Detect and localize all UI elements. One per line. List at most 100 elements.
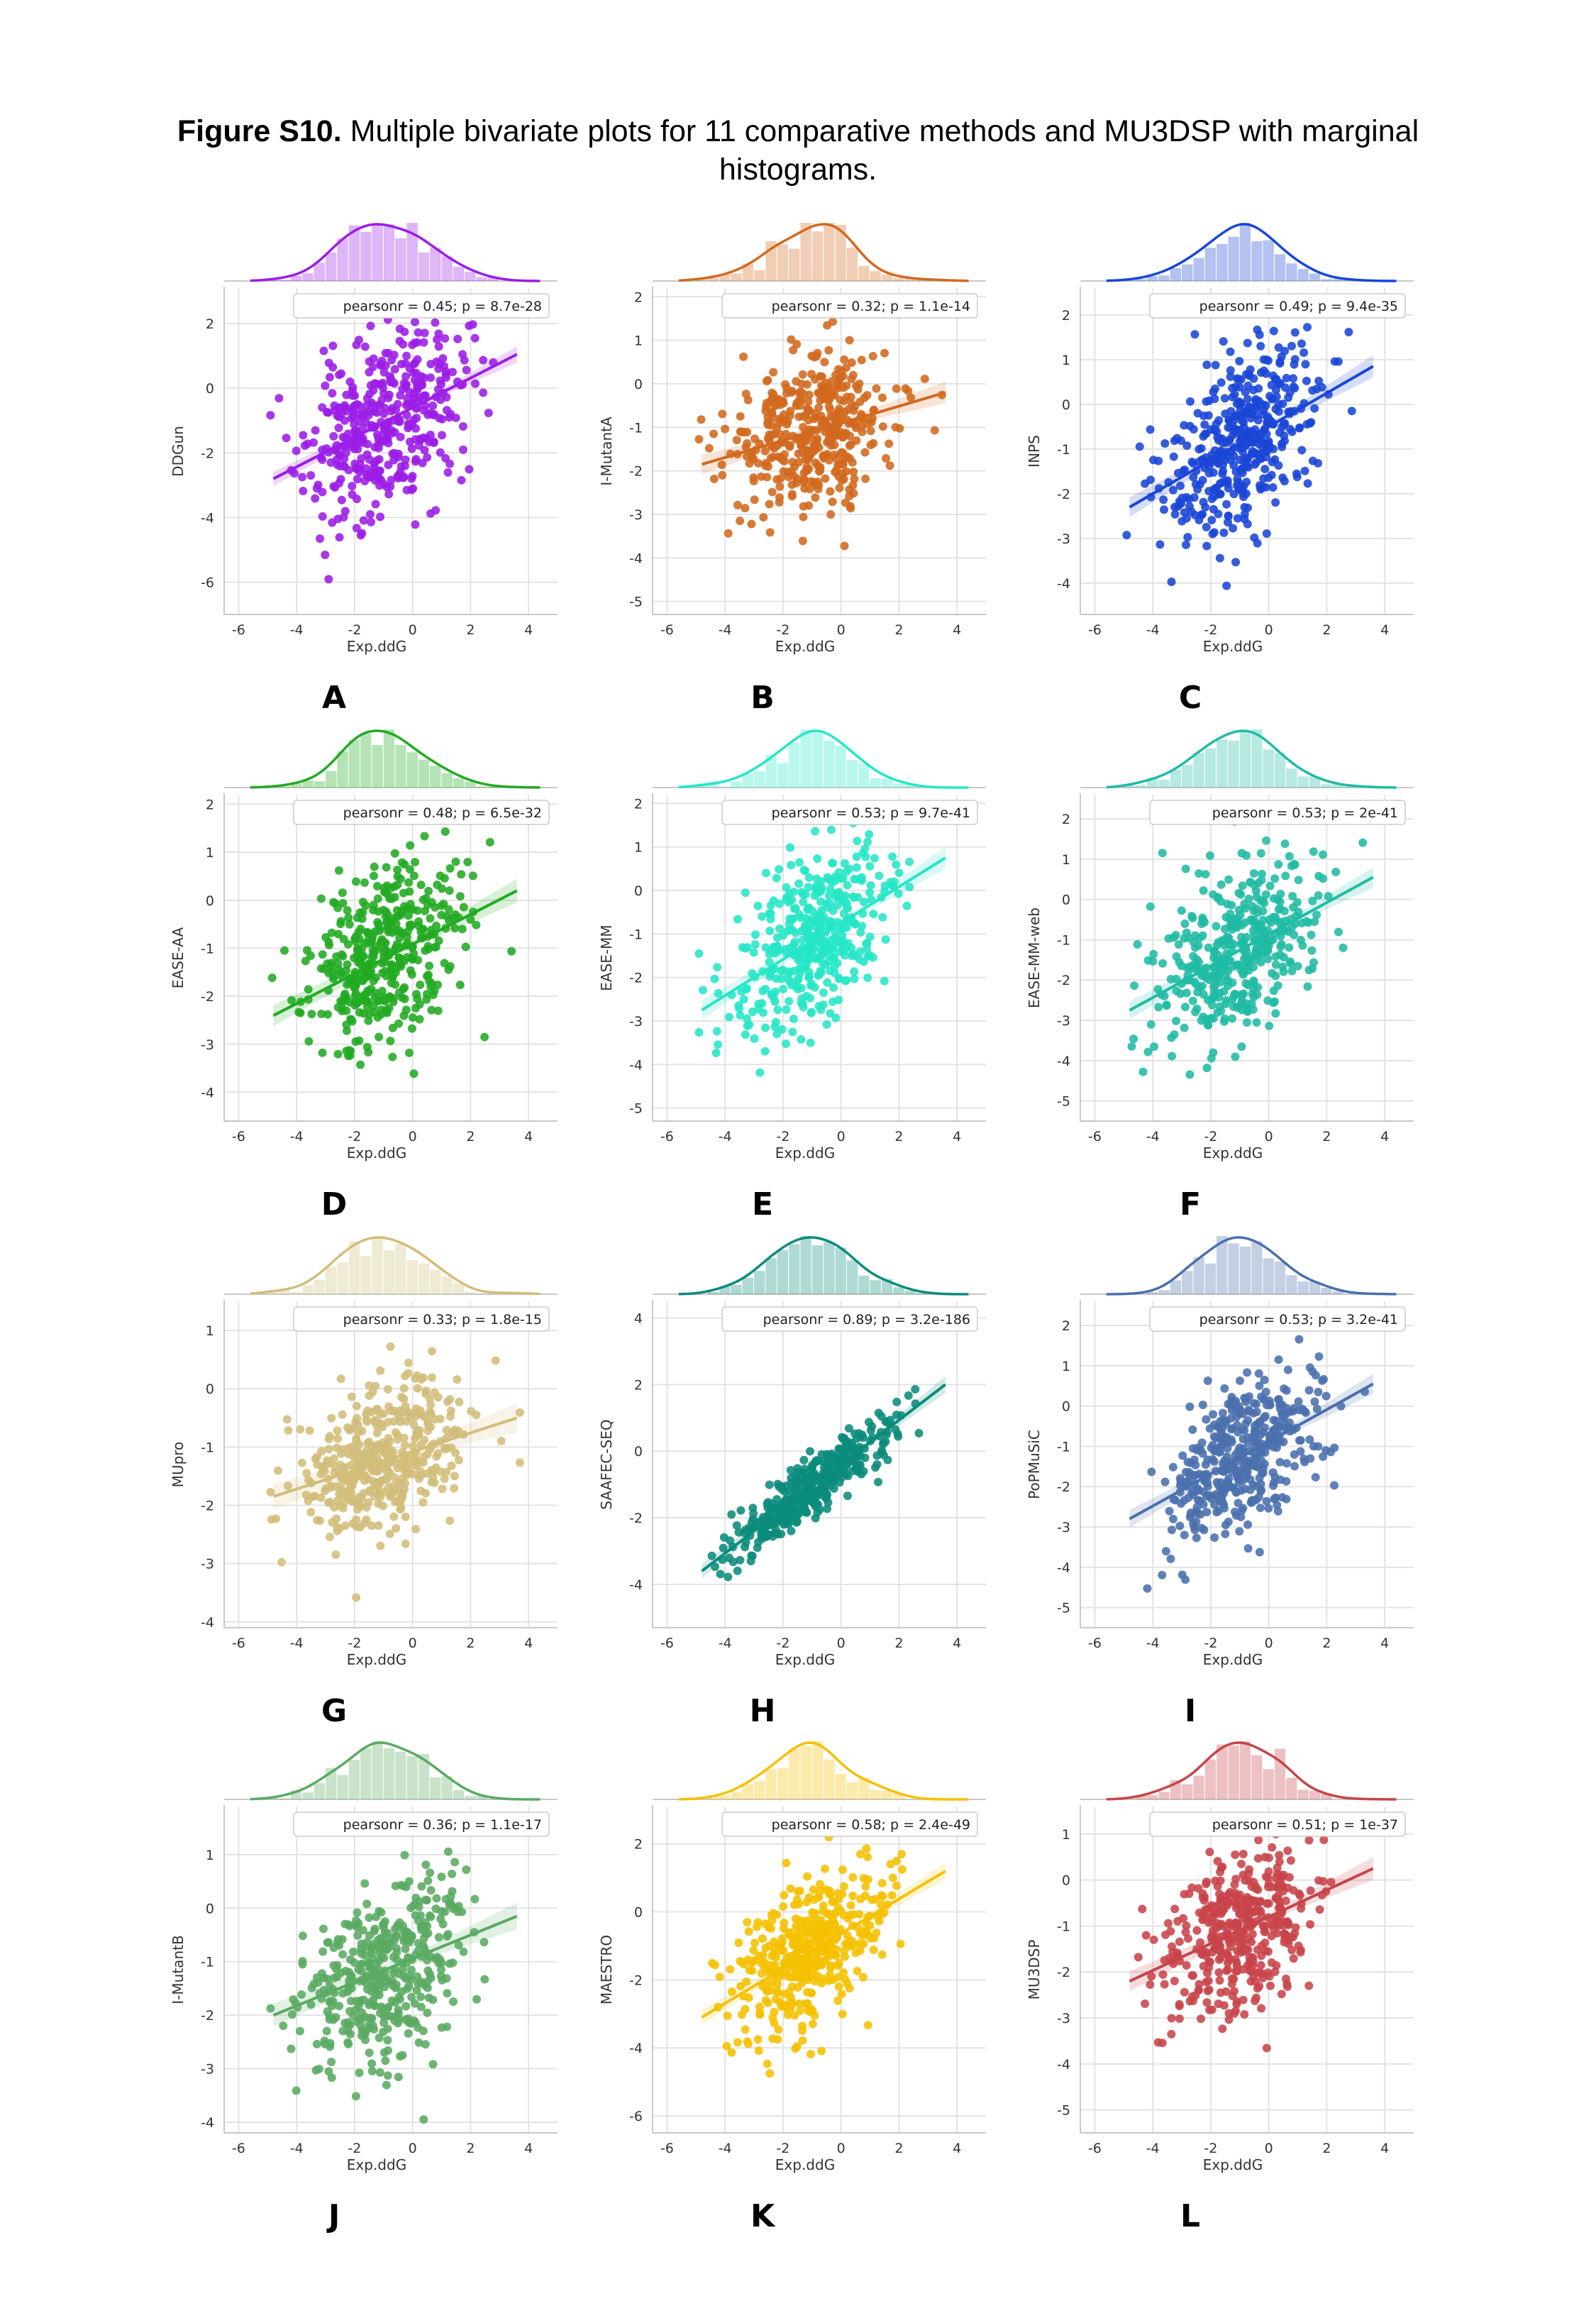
data-point	[775, 865, 784, 874]
data-point	[322, 1460, 331, 1469]
panel-g: -6 -4 -2 0 2 4-4-3-2-101Exp.ddGMUpropearsonr …	[170, 1236, 558, 1729]
data-point	[1281, 871, 1290, 881]
data-point	[1227, 1425, 1236, 1434]
data-point	[769, 390, 778, 399]
histogram-bar	[476, 786, 487, 788]
data-point	[466, 915, 475, 925]
data-point	[437, 1872, 446, 1882]
data-point	[375, 2068, 384, 2077]
data-point	[1317, 382, 1326, 392]
data-point	[797, 396, 806, 405]
data-point	[1253, 539, 1262, 548]
data-point	[790, 937, 799, 947]
data-point	[426, 373, 436, 382]
data-point	[408, 1469, 417, 1479]
data-point	[367, 2059, 377, 2068]
data-point	[765, 909, 774, 918]
data-point	[1172, 951, 1181, 961]
data-point	[416, 981, 425, 990]
data-point	[1252, 1407, 1261, 1416]
data-point	[415, 1000, 424, 1009]
data-point	[1271, 385, 1280, 395]
panel-letter: E	[752, 1186, 773, 1223]
data-point	[340, 1919, 350, 1929]
data-point	[515, 1458, 524, 1467]
data-point	[820, 358, 829, 367]
x-axis-label: Exp.ddG	[775, 638, 835, 655]
histogram-bar	[1286, 768, 1297, 788]
data-point	[392, 1931, 401, 1940]
y-tick-label: -1	[629, 927, 643, 942]
data-point	[309, 438, 318, 447]
data-point	[336, 404, 345, 413]
data-point	[719, 1543, 728, 1552]
data-point	[1248, 901, 1257, 910]
data-point	[407, 444, 416, 453]
data-point	[413, 1456, 422, 1465]
data-point	[1219, 438, 1228, 448]
data-point	[401, 1944, 410, 1953]
density-curve	[678, 223, 969, 282]
data-point	[1212, 922, 1221, 931]
data-point	[401, 372, 411, 381]
data-point	[1195, 445, 1204, 454]
data-point	[842, 899, 851, 908]
data-point	[347, 1392, 356, 1401]
histogram-bar	[1170, 769, 1182, 788]
data-point	[779, 467, 788, 476]
data-point	[829, 983, 838, 992]
data-point	[816, 465, 825, 475]
data-point	[1251, 395, 1260, 404]
data-point	[743, 395, 753, 404]
data-point	[1190, 931, 1199, 940]
data-point	[1283, 1365, 1292, 1374]
data-point	[279, 2021, 288, 2031]
data-point	[399, 1394, 409, 1403]
data-point	[1243, 463, 1253, 472]
data-point	[289, 1995, 298, 2004]
data-point	[763, 473, 772, 482]
x-tick-label: 0	[409, 1635, 417, 1651]
histogram-bar	[742, 263, 754, 281]
data-point	[426, 914, 435, 923]
data-point	[343, 939, 353, 949]
data-point	[392, 1955, 401, 1964]
data-point	[1243, 1520, 1253, 1529]
data-point	[389, 1512, 399, 1521]
data-point	[360, 1879, 370, 1888]
data-point	[400, 1850, 409, 1860]
data-point	[331, 1550, 340, 1560]
data-point	[1185, 1402, 1195, 1411]
data-point	[437, 2023, 446, 2032]
data-point	[419, 406, 428, 415]
data-point	[789, 887, 799, 896]
data-point	[324, 969, 333, 978]
data-point	[861, 474, 870, 483]
data-point	[1222, 932, 1231, 942]
y-tick-label: -4	[201, 1615, 214, 1631]
data-point	[1214, 509, 1223, 519]
data-point	[1217, 897, 1226, 906]
data-point	[450, 1472, 459, 1481]
data-point	[468, 871, 477, 881]
data-point	[1212, 940, 1221, 949]
data-point	[1269, 326, 1278, 336]
data-point	[388, 377, 397, 387]
annotation-box	[293, 293, 550, 319]
data-point	[814, 388, 823, 397]
histogram-bar	[811, 1245, 824, 1294]
data-point	[434, 936, 443, 945]
data-point	[770, 997, 780, 1006]
data-point	[340, 1521, 350, 1530]
data-point	[847, 399, 856, 409]
data-point	[410, 1999, 419, 2008]
data-point	[1148, 956, 1158, 966]
data-point	[375, 1976, 384, 1985]
data-point	[1229, 524, 1238, 533]
data-point	[1229, 460, 1238, 470]
data-point	[362, 1503, 371, 1512]
data-point	[383, 2024, 392, 2034]
x-tick-label: -6	[660, 1129, 674, 1144]
data-point	[831, 893, 841, 902]
data-point	[1330, 1481, 1339, 1490]
